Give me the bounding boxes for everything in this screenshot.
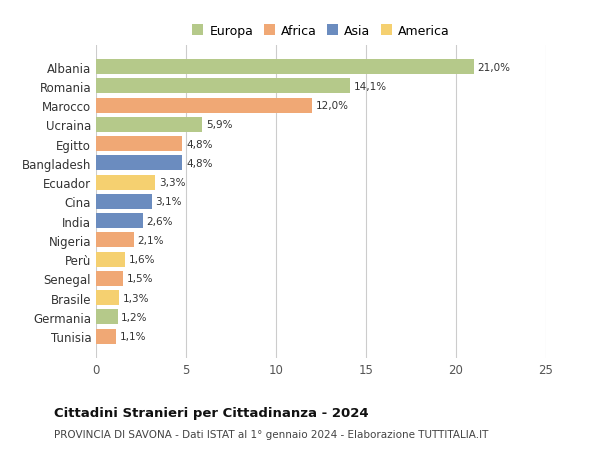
Text: 21,0%: 21,0% (478, 62, 511, 73)
Bar (96, 291, 119, 305)
Text: 4,8%: 4,8% (186, 140, 212, 149)
Text: 12,0%: 12,0% (316, 101, 349, 111)
Bar (96, 156, 182, 171)
Bar (96, 99, 312, 113)
Text: 3,3%: 3,3% (159, 178, 185, 188)
Legend: Europa, Africa, Asia, America: Europa, Africa, Asia, America (188, 21, 454, 41)
Bar (96, 195, 152, 209)
Bar (96, 60, 474, 75)
Bar (96, 137, 182, 152)
Bar (96, 271, 123, 286)
Bar (96, 233, 134, 248)
Text: Cittadini Stranieri per Cittadinanza - 2024: Cittadini Stranieri per Cittadinanza - 2… (54, 406, 368, 419)
Text: 1,1%: 1,1% (119, 331, 146, 341)
Bar (96, 118, 202, 133)
Bar (96, 252, 125, 267)
Bar (96, 175, 155, 190)
Text: 1,5%: 1,5% (127, 274, 153, 284)
Text: 1,2%: 1,2% (121, 312, 148, 322)
Bar (96, 329, 116, 344)
Text: 1,6%: 1,6% (128, 255, 155, 264)
Bar (96, 310, 118, 325)
Text: 3,1%: 3,1% (155, 197, 182, 207)
Text: 14,1%: 14,1% (353, 82, 386, 92)
Text: 5,9%: 5,9% (206, 120, 232, 130)
Text: PROVINCIA DI SAVONA - Dati ISTAT al 1° gennaio 2024 - Elaborazione TUTTITALIA.IT: PROVINCIA DI SAVONA - Dati ISTAT al 1° g… (54, 429, 488, 439)
Bar (96, 214, 143, 229)
Text: 1,3%: 1,3% (123, 293, 149, 303)
Text: 2,1%: 2,1% (137, 235, 164, 246)
Text: 2,6%: 2,6% (146, 216, 173, 226)
Text: 4,8%: 4,8% (186, 158, 212, 168)
Bar (96, 79, 350, 94)
